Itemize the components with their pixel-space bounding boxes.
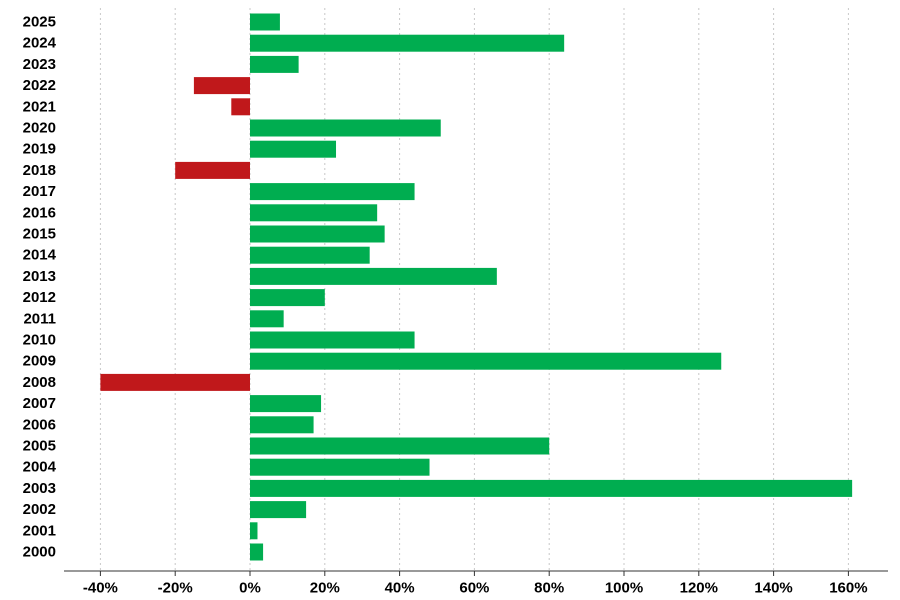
x-tick-label-0: -40% bbox=[83, 580, 118, 597]
bar-2004 bbox=[250, 458, 430, 476]
bar-2015 bbox=[250, 225, 385, 243]
category-label-2009: 2009 bbox=[23, 353, 56, 370]
bar-2017 bbox=[250, 183, 415, 201]
bar-2006 bbox=[250, 416, 314, 434]
x-tick-label-10: 160% bbox=[829, 580, 867, 597]
x-tick-label-4: 40% bbox=[385, 580, 415, 597]
category-label-2010: 2010 bbox=[23, 332, 56, 349]
bar-2016 bbox=[250, 204, 378, 222]
x-tick-label-6: 80% bbox=[534, 580, 564, 597]
category-label-2002: 2002 bbox=[23, 501, 56, 518]
x-tick-label-3: 20% bbox=[310, 580, 340, 597]
bar-2007 bbox=[250, 395, 322, 413]
bar-2021 bbox=[231, 98, 250, 116]
category-label-2012: 2012 bbox=[23, 289, 56, 306]
bar-2020 bbox=[250, 119, 441, 137]
bar-2009 bbox=[250, 352, 722, 370]
bar-2003 bbox=[250, 479, 853, 497]
category-label-2020: 2020 bbox=[23, 120, 56, 137]
bar-2023 bbox=[250, 55, 299, 73]
category-label-2014: 2014 bbox=[23, 247, 57, 264]
x-tick-label-2: 0% bbox=[239, 580, 261, 597]
bar-2024 bbox=[250, 34, 565, 52]
category-label-2015: 2015 bbox=[23, 226, 56, 243]
bar-2025 bbox=[250, 13, 280, 31]
x-tick-label-9: 140% bbox=[754, 580, 792, 597]
bar-2000 bbox=[250, 543, 264, 561]
bar-2005 bbox=[250, 437, 550, 455]
bar-2001 bbox=[250, 522, 258, 540]
category-label-2025: 2025 bbox=[23, 14, 56, 31]
category-labels: 2025 2024 2023 2022 2021 2020 2019 2018 2017 2016… bbox=[23, 14, 57, 561]
x-tick-label-1: -20% bbox=[158, 580, 193, 597]
category-label-2001: 2001 bbox=[23, 522, 56, 539]
category-label-2006: 2006 bbox=[23, 416, 56, 433]
category-label-2023: 2023 bbox=[23, 56, 56, 73]
category-label-2004: 2004 bbox=[23, 459, 57, 476]
x-axis: -40% -20% 0% 20% 40% 60% 80% 100% 120% 140% 160% bbox=[64, 570, 888, 597]
bar-2012 bbox=[250, 289, 325, 307]
bar-2018 bbox=[175, 161, 250, 179]
category-label-2011: 2011 bbox=[23, 310, 56, 327]
bar-2013 bbox=[250, 267, 497, 285]
x-tick-label-5: 60% bbox=[459, 580, 489, 597]
category-label-2008: 2008 bbox=[23, 374, 56, 391]
bars bbox=[100, 13, 853, 561]
bar-2010 bbox=[250, 331, 415, 349]
category-label-2007: 2007 bbox=[23, 395, 56, 412]
category-label-2018: 2018 bbox=[23, 162, 56, 179]
bar-2019 bbox=[250, 140, 337, 158]
category-label-2003: 2003 bbox=[23, 480, 56, 497]
category-label-2017: 2017 bbox=[23, 183, 56, 200]
category-label-2022: 2022 bbox=[23, 77, 56, 94]
category-label-2013: 2013 bbox=[23, 268, 56, 285]
category-label-2021: 2021 bbox=[23, 98, 56, 115]
bar-2008 bbox=[100, 373, 251, 391]
bar-2014 bbox=[250, 246, 370, 264]
category-label-2000: 2000 bbox=[23, 544, 56, 561]
bar-2011 bbox=[250, 310, 284, 328]
category-label-2019: 2019 bbox=[23, 141, 56, 158]
bar-2002 bbox=[250, 501, 307, 519]
x-tick-label-7: 100% bbox=[605, 580, 643, 597]
x-tick-label-8: 120% bbox=[680, 580, 718, 597]
category-label-2005: 2005 bbox=[23, 438, 56, 455]
category-label-2016: 2016 bbox=[23, 204, 56, 221]
bar-2022 bbox=[193, 77, 250, 95]
category-label-2024: 2024 bbox=[23, 35, 57, 52]
